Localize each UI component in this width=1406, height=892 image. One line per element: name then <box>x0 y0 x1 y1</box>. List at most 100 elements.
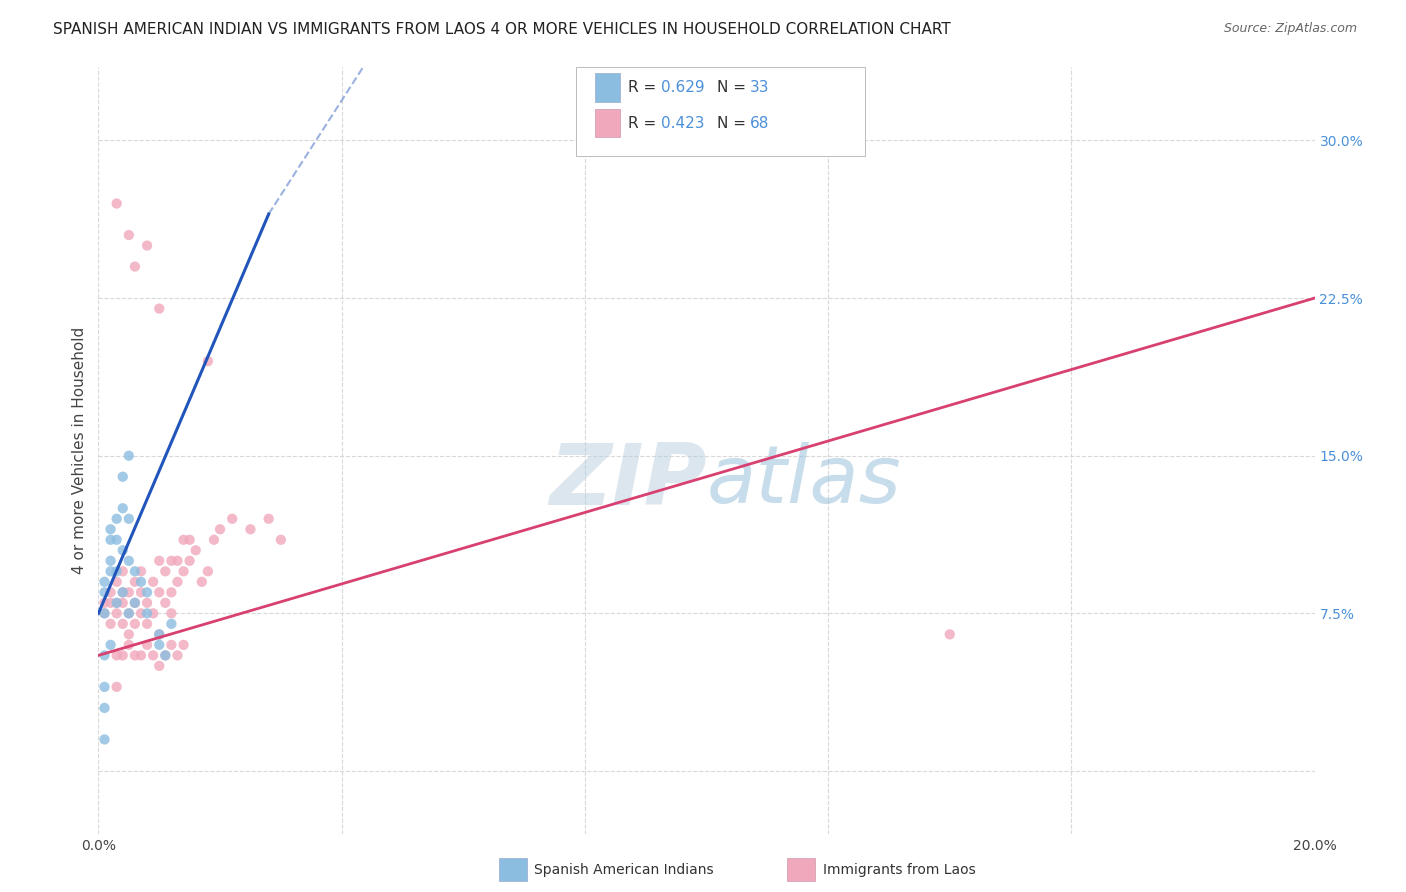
Point <box>184 543 207 558</box>
Point <box>111 564 134 578</box>
Point <box>105 596 128 610</box>
Text: Source: ZipAtlas.com: Source: ZipAtlas.com <box>1223 22 1357 36</box>
Point <box>118 607 141 621</box>
Point <box>160 616 183 631</box>
Point <box>257 512 280 526</box>
Point <box>124 596 146 610</box>
Point <box>118 227 141 242</box>
Point <box>118 512 141 526</box>
Point <box>209 522 232 536</box>
Text: atlas: atlas <box>707 442 901 520</box>
Point <box>105 196 128 211</box>
Point <box>202 533 225 547</box>
Point <box>93 648 115 663</box>
Point <box>129 648 152 663</box>
Point <box>111 543 134 558</box>
Point <box>160 607 183 621</box>
Text: 68: 68 <box>749 116 769 130</box>
Point <box>179 554 201 568</box>
Point <box>142 648 165 663</box>
Point <box>100 585 122 599</box>
Point <box>118 607 141 621</box>
Y-axis label: 4 or more Vehicles in Household: 4 or more Vehicles in Household <box>72 326 87 574</box>
Point <box>129 564 152 578</box>
Point <box>148 554 170 568</box>
Point <box>270 533 292 547</box>
Point <box>124 564 146 578</box>
Point <box>136 638 159 652</box>
Point <box>166 554 188 568</box>
Point <box>93 680 115 694</box>
Point <box>118 554 141 568</box>
Point <box>239 522 262 536</box>
Point <box>111 585 134 599</box>
Point <box>160 638 183 652</box>
Point <box>173 638 195 652</box>
Point <box>111 501 134 516</box>
Point <box>100 564 122 578</box>
Point <box>118 585 141 599</box>
Point <box>148 627 170 641</box>
Point <box>148 301 170 316</box>
Point <box>118 449 141 463</box>
Point <box>105 564 128 578</box>
Point <box>160 585 183 599</box>
Point <box>124 648 146 663</box>
Point <box>93 607 115 621</box>
Point <box>111 469 134 483</box>
Point <box>93 701 115 715</box>
Point <box>155 648 177 663</box>
Point <box>111 616 134 631</box>
Point <box>93 574 115 589</box>
Point <box>136 616 159 631</box>
Point <box>105 512 128 526</box>
Point <box>105 533 128 547</box>
Point <box>93 607 115 621</box>
Point <box>93 585 115 599</box>
Text: N =: N = <box>717 116 751 130</box>
Point <box>136 238 159 252</box>
Point <box>100 638 122 652</box>
Point <box>129 607 152 621</box>
Point <box>124 596 146 610</box>
Point <box>111 596 134 610</box>
Point <box>124 616 146 631</box>
Point <box>124 260 146 274</box>
Point <box>105 574 128 589</box>
Point <box>179 533 201 547</box>
Text: SPANISH AMERICAN INDIAN VS IMMIGRANTS FROM LAOS 4 OR MORE VEHICLES IN HOUSEHOLD : SPANISH AMERICAN INDIAN VS IMMIGRANTS FR… <box>53 22 952 37</box>
Text: R =: R = <box>628 116 662 130</box>
Point <box>118 638 141 652</box>
Point <box>142 607 165 621</box>
Point <box>118 627 141 641</box>
Point <box>155 596 177 610</box>
Point <box>93 732 115 747</box>
Point <box>166 574 188 589</box>
Point <box>129 585 152 599</box>
Point <box>93 596 115 610</box>
Point <box>191 574 214 589</box>
Point <box>105 680 128 694</box>
Point <box>166 648 188 663</box>
Point <box>197 564 219 578</box>
Point <box>124 574 146 589</box>
Point <box>148 627 170 641</box>
Point <box>160 554 183 568</box>
Text: Spanish American Indians: Spanish American Indians <box>534 863 714 877</box>
Point <box>136 607 159 621</box>
Point <box>148 659 170 673</box>
Point <box>136 585 159 599</box>
Point <box>105 596 128 610</box>
Point <box>142 574 165 589</box>
Text: ZIP: ZIP <box>548 440 707 523</box>
Point <box>136 596 159 610</box>
Point <box>100 554 122 568</box>
Point <box>100 533 122 547</box>
Point <box>173 564 195 578</box>
Text: Immigrants from Laos: Immigrants from Laos <box>823 863 976 877</box>
Point <box>105 648 128 663</box>
Point <box>100 522 122 536</box>
Point <box>111 648 134 663</box>
Point <box>105 607 128 621</box>
Text: 0.629: 0.629 <box>661 80 704 95</box>
